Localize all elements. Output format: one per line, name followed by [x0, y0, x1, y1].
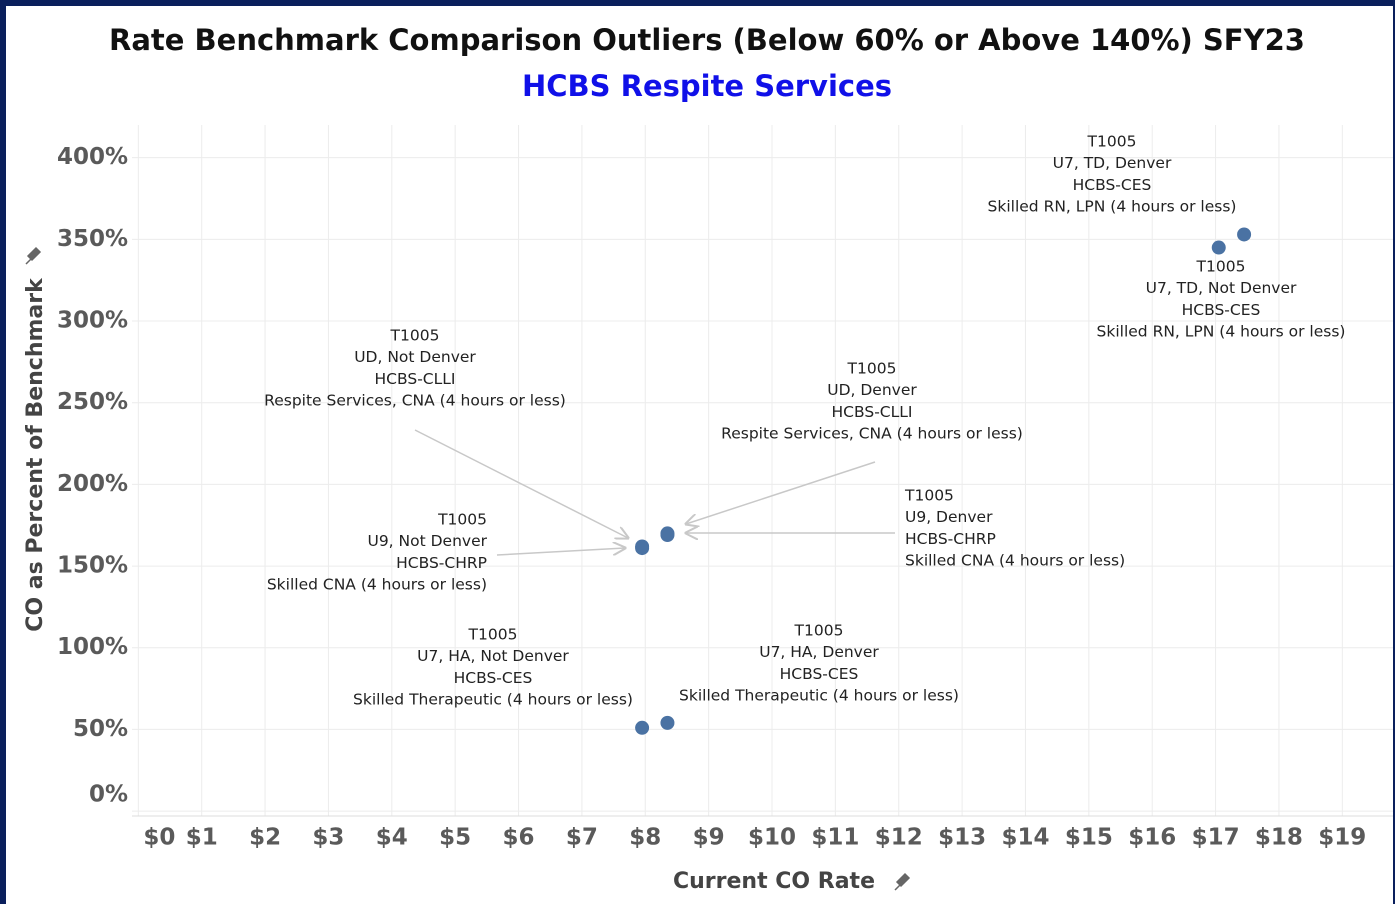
annotation: T1005: [437, 511, 487, 529]
y-tick-label: 0%: [89, 782, 128, 808]
annotation: HCBS-CES: [1182, 301, 1261, 319]
annotation: HCBS-CLLI: [832, 403, 913, 421]
annotation: U9, Not Denver: [367, 532, 487, 550]
background: [6, 6, 1393, 904]
pin-icon: [894, 872, 911, 891]
annotation: T1005: [1087, 133, 1137, 151]
annotation: T1005: [468, 626, 518, 644]
annotation: U7, HA, Denver: [759, 643, 879, 661]
annotation: U7, HA, Not Denver: [417, 647, 569, 665]
annotation: UD, Denver: [827, 381, 917, 399]
x-tick-label: $16: [1128, 825, 1176, 851]
x-tick-label: $5: [439, 825, 471, 851]
annotation: HCBS-CES: [780, 665, 859, 683]
annotation: HCBS-CES: [454, 669, 533, 687]
y-tick-label: 200%: [57, 471, 128, 497]
x-tick-label: $18: [1255, 825, 1303, 851]
x-axis-label: Current CO Rate: [673, 869, 875, 894]
annotation: HCBS-CHRP: [396, 554, 487, 572]
x-tick-label: $11: [811, 825, 859, 851]
y-tick-label: 350%: [57, 226, 128, 252]
y-tick-label: 100%: [57, 634, 128, 660]
annotation-arrow: [414, 429, 628, 538]
x-tick-label: $6: [503, 825, 535, 851]
x-tick-label: $3: [312, 825, 344, 851]
annotation: HCBS-CHRP: [905, 530, 996, 548]
y-tick-label: 300%: [57, 308, 128, 334]
y-tick-label: 250%: [57, 389, 128, 415]
x-tick-label: $7: [566, 825, 598, 851]
y-tick-label: 400%: [57, 144, 128, 170]
annotation: Respite Services, CNA (4 hours or less): [721, 425, 1023, 443]
annotation: Skilled Therapeutic (4 hours or less): [353, 691, 633, 709]
annotation: T1005: [847, 360, 897, 378]
annotation: T1005: [1196, 258, 1246, 276]
x-tick-label: $17: [1192, 825, 1240, 851]
y-axis-label: CO as Percent of Benchmark: [23, 277, 48, 632]
y-tick-label: 150%: [57, 553, 128, 579]
annotation: Skilled RN, LPN (4 hours or less): [1097, 323, 1346, 341]
point: [635, 541, 650, 556]
x-tick-label: $10: [748, 825, 796, 851]
point: [660, 715, 675, 730]
x-tick-label: $1: [186, 825, 218, 851]
x-tick-label: $2: [249, 825, 281, 851]
annotation: U7, TD, Not Denver: [1146, 279, 1297, 297]
point: [1211, 240, 1226, 255]
chart-title: Rate Benchmark Comparison Outliers (Belo…: [109, 23, 1305, 57]
annotation: Skilled Therapeutic (4 hours or less): [679, 687, 959, 705]
x-tick-label: $19: [1318, 825, 1366, 851]
x-tick-label: $12: [875, 825, 923, 851]
x-tick-label: $4: [376, 825, 408, 851]
annotation: U7, TD, Denver: [1053, 154, 1172, 172]
annotation: T1005: [904, 487, 954, 505]
annotation: Skilled CNA (4 hours or less): [905, 552, 1125, 570]
annotation-arrow: [496, 548, 625, 556]
annotation: HCBS-CLLI: [375, 370, 456, 388]
x-tick-label: $0: [143, 825, 175, 851]
annotation: UD, Not Denver: [354, 348, 476, 366]
annotation-arrow: [686, 461, 876, 524]
annotation: Skilled RN, LPN (4 hours or less): [988, 198, 1237, 216]
annotation: HCBS-CES: [1073, 176, 1152, 194]
point: [635, 720, 650, 735]
annotation: U9, Denver: [905, 508, 993, 526]
x-tick-label: $8: [629, 825, 661, 851]
annotation: T1005: [794, 622, 844, 640]
y-tick-label: 50%: [73, 716, 128, 742]
chart-subtitle: HCBS Respite Services: [522, 69, 892, 103]
annotation: Respite Services, CNA (4 hours or less): [264, 392, 566, 410]
x-tick-label: $9: [693, 825, 725, 851]
x-tick-label: $13: [938, 825, 986, 851]
x-tick-label: $14: [1001, 825, 1049, 851]
annotation: T1005: [390, 327, 440, 345]
point: [660, 528, 675, 543]
point: [1237, 227, 1252, 242]
x-tick-label: $15: [1065, 825, 1113, 851]
pin-icon: [25, 246, 42, 265]
annotation: Skilled CNA (4 hours or less): [267, 576, 487, 594]
